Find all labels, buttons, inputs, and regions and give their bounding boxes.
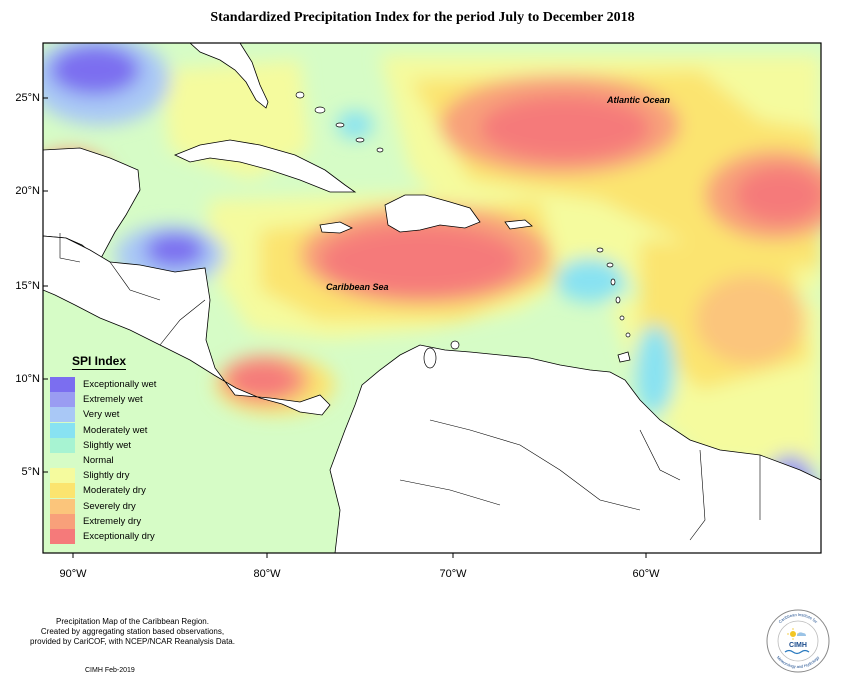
map-title: Standardized Precipitation Index for the… (210, 10, 635, 25)
legend-swatch (50, 437, 75, 453)
lat-label-10n: 10°N (15, 373, 40, 385)
land-florida (189, 43, 269, 109)
moderately-wet-field-orinoco (635, 325, 675, 415)
land-south-america (329, 344, 821, 553)
legend-label: Exceptionally dry (83, 530, 155, 542)
footnote-line: Precipitation Map of the Caribbean Regio… (56, 617, 209, 626)
exceptionally-wet-field-honduras (145, 233, 205, 267)
footnote-credit: CIMH Feb-2019 (85, 667, 135, 674)
legend-swatch (50, 453, 75, 469)
legend-item: Extremely wet (50, 392, 170, 408)
spi-legend: SPI Index Exceptionally wet Extremely wet… (50, 352, 170, 544)
legend-label: Severely dry (83, 500, 136, 512)
legend-rows: Exceptionally wet Extremely wet Very wet Mo… (50, 377, 170, 544)
cloud-icon (797, 632, 806, 636)
legend-label: Extremely wet (83, 394, 143, 406)
exceptionally-dry-field-atlantic-north (480, 96, 650, 160)
legend-label: Exceptionally wet (83, 379, 157, 391)
land-jamaica (319, 221, 353, 234)
severely-dry-field-southeast (695, 275, 805, 365)
cimh-logo: CIMH Caribbean Institute for Meteorology… (766, 609, 830, 673)
footnote-line: Created by aggregating station based obs… (40, 627, 225, 636)
logo-text: CIMH (789, 642, 807, 649)
legend-label: Moderately dry (83, 485, 146, 497)
legend-item: Normal (50, 453, 170, 469)
land-central-america (43, 235, 331, 416)
lat-label-5n: 5°N (21, 466, 40, 478)
islands (295, 91, 631, 369)
land-cuba (173, 139, 357, 193)
lat-label-20n: 20°N (15, 185, 40, 197)
axis-ticks (43, 97, 647, 558)
land-trinidad (617, 351, 631, 363)
legend-item: Extremely dry (50, 513, 170, 529)
exceptionally-wet-field-gulf (50, 45, 140, 95)
legend-item: Severely dry (50, 498, 170, 514)
legend-item: Moderately dry (50, 483, 170, 499)
legend-label: Normal (83, 455, 114, 467)
exceptionally-dry-field-panama (229, 363, 295, 397)
legend-label: Extremely dry (83, 515, 142, 527)
legend-item: Very wet (50, 407, 170, 423)
legend-swatch (50, 468, 75, 484)
exceptionally-dry-field-caribbean (320, 225, 520, 295)
legend-swatch (50, 528, 75, 544)
legend-item: Slightly dry (50, 468, 170, 484)
legend-title: SPI Index (72, 354, 127, 370)
legend-swatch (50, 377, 75, 393)
legend-swatch (50, 513, 75, 529)
legend-label: Moderately wet (83, 424, 148, 436)
legend-item: Slightly wet (50, 437, 170, 453)
land-puerto-rico (504, 219, 533, 230)
wave-icon (784, 649, 810, 655)
footnote: Precipitation Map of the Caribbean Regio… (0, 617, 265, 647)
legend-swatch (50, 407, 75, 423)
lon-label-80w: 80°W (253, 568, 281, 580)
legend-swatch (50, 392, 75, 408)
lon-label-70w: 70°W (439, 568, 467, 580)
footnote-line: provided by CariCOF, with NCEP/NCAR Rean… (30, 637, 235, 646)
legend-label: Very wet (83, 409, 120, 421)
lon-label-90w: 90°W (59, 568, 87, 580)
legend-swatch (50, 422, 75, 438)
ocean-label-caribbean: Caribbean Sea (326, 282, 389, 292)
ocean-label-atlantic: Atlantic Ocean (606, 95, 671, 105)
lon-label-60w: 60°W (632, 568, 660, 580)
exceptionally-dry-field-atlantic-east (735, 167, 821, 223)
legend-item: Exceptionally dry (50, 528, 170, 544)
country-borders (59, 233, 761, 541)
legend-swatch (50, 483, 75, 499)
legend-label: Slightly dry (83, 470, 130, 482)
map-frame (42, 42, 822, 554)
lat-label-15n: 15°N (15, 280, 40, 292)
land-hispaniola (384, 194, 481, 233)
moderately-wet-field-eastern-caribbean (555, 258, 625, 302)
legend-swatch (50, 498, 75, 514)
lat-label-25n: 25°N (15, 92, 40, 104)
legend-label: Slightly wet (83, 439, 132, 451)
landmasses (43, 43, 821, 553)
legend-item: Moderately wet (50, 422, 170, 438)
legend-item: Exceptionally wet (50, 377, 170, 393)
moderately-wet-field-bahamas (337, 111, 373, 139)
